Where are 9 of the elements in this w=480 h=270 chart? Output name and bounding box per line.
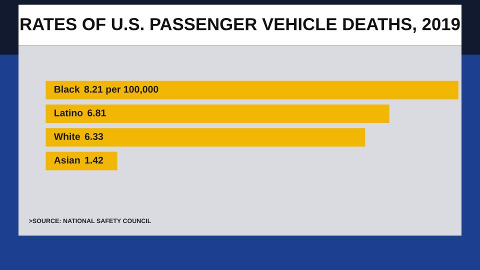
y-tick-label: Asian <box>54 156 80 164</box>
y-tick-label: Black <box>54 86 80 93</box>
data-label: 6.81 <box>88 109 106 116</box>
data-label: 8.21 per 100,000 <box>84 86 158 95</box>
data-label: 1.42 <box>85 156 104 164</box>
y-tick-label: White <box>54 132 80 140</box>
y-tick-label: Latino <box>54 109 83 116</box>
chart-title: RATES OF U.S. PASSENGER VEHICLE DEATHS, 2019 <box>20 18 460 33</box>
data-label: 6.33 <box>84 133 104 140</box>
